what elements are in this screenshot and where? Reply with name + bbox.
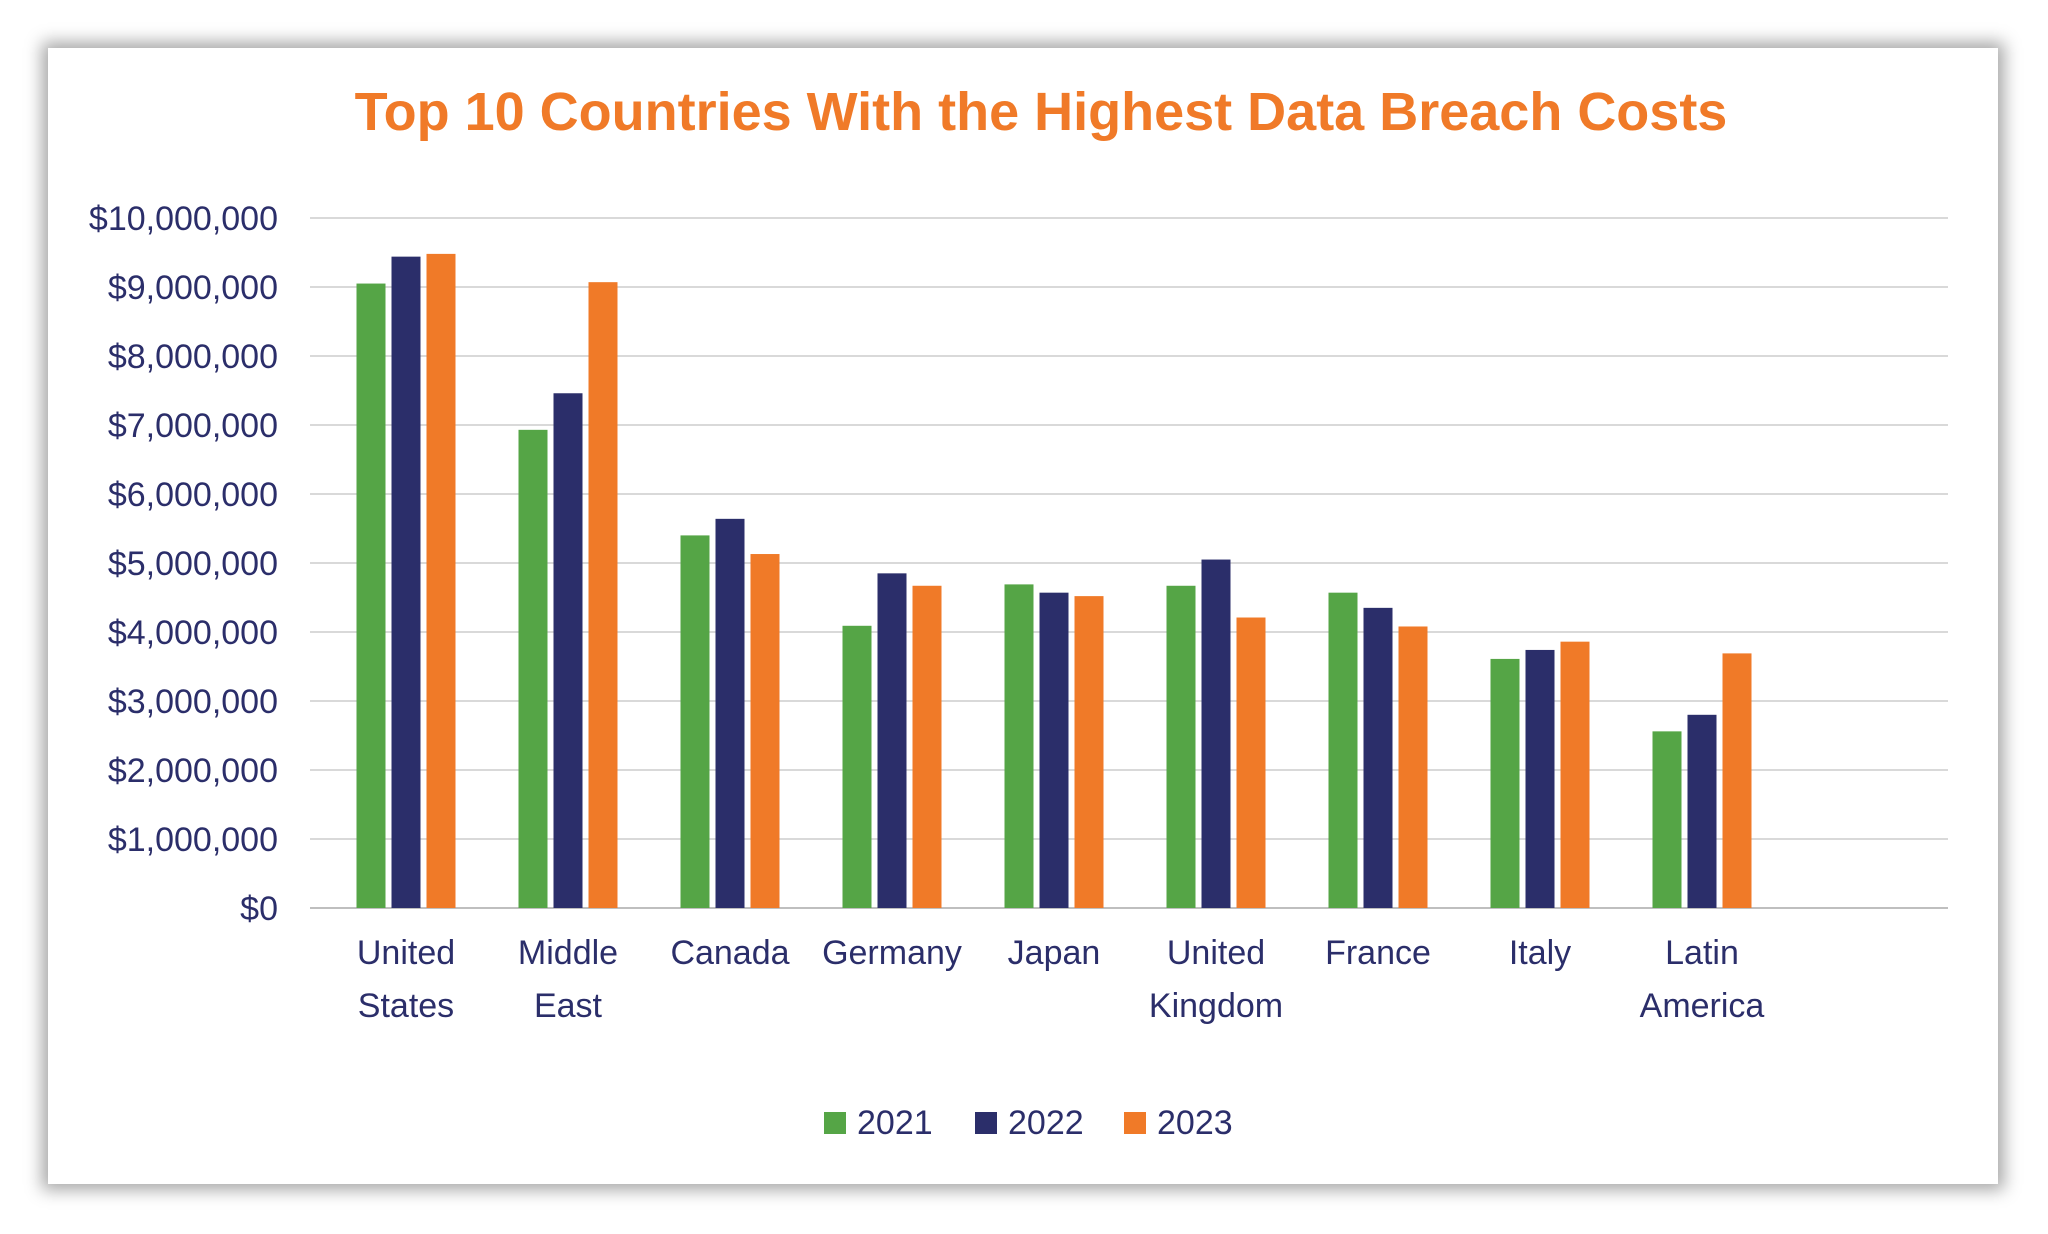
x-tick-label-line: Japan <box>1008 934 1101 972</box>
bar-2022 <box>1201 559 1231 908</box>
gridlines <box>310 217 1948 909</box>
x-tick-label: Italy <box>1509 934 1571 972</box>
bar-2023 <box>1236 617 1266 908</box>
bar-2022 <box>715 518 745 908</box>
bar-2021 <box>356 283 386 908</box>
x-tick-label: Canada <box>670 934 789 972</box>
legend-swatch <box>1124 1112 1146 1134</box>
y-tick-label: $7,000,000 <box>108 407 278 445</box>
x-tick-label-line: East <box>534 987 603 1025</box>
bar-2023 <box>426 253 456 908</box>
x-tick-label: Japan <box>1008 934 1101 972</box>
y-tick-label: $4,000,000 <box>108 614 278 652</box>
y-tick-label: $8,000,000 <box>108 338 278 376</box>
bar-2022 <box>877 573 907 908</box>
y-tick-label: $1,000,000 <box>108 821 278 859</box>
bar-2023 <box>1560 641 1590 908</box>
bar-2021 <box>1328 592 1358 908</box>
legend: 2021 2022 2023 <box>824 1104 1233 1142</box>
x-tick-label: Middle East <box>518 934 618 1025</box>
bar-2021 <box>680 535 710 908</box>
x-tick-label-line: America <box>1640 987 1765 1025</box>
bar-2021 <box>1004 584 1034 908</box>
bar-2023 <box>588 282 618 908</box>
x-tick-label-line: Canada <box>670 934 789 972</box>
chart-title: Top 10 Countries With the Highest Data B… <box>355 82 1728 142</box>
y-tick-label: $0 <box>240 890 278 928</box>
x-axis-ticks: United States Middle East Canada Germany Japan… <box>357 934 1765 1025</box>
bar-2021 <box>1652 731 1682 908</box>
legend-swatch <box>824 1112 846 1134</box>
bar-2022 <box>1039 592 1069 908</box>
x-tick-label-line: Italy <box>1509 934 1571 972</box>
bar-2023 <box>750 554 780 908</box>
y-tick-label: $5,000,000 <box>108 545 278 583</box>
bar-2022 <box>1687 714 1717 908</box>
x-tick-label-line: France <box>1325 934 1431 972</box>
y-tick-label: $3,000,000 <box>108 683 278 721</box>
x-tick-label: United Kingdom <box>1149 934 1283 1025</box>
x-tick-label: Latin America <box>1640 934 1765 1025</box>
x-tick-label-line: States <box>358 987 454 1025</box>
y-tick-label: $10,000,000 <box>89 200 278 238</box>
legend-label: 2022 <box>1008 1104 1084 1142</box>
x-tick-label-line: United <box>357 934 455 972</box>
y-tick-label: $6,000,000 <box>108 476 278 514</box>
bar-2021 <box>518 429 548 908</box>
bar-2022 <box>1525 649 1555 908</box>
chart-svg: Top 10 Countries With the Highest Data B… <box>89 82 1948 1142</box>
bar-2021 <box>1166 585 1196 908</box>
bar-2022 <box>553 393 583 908</box>
legend-label: 2023 <box>1157 1104 1233 1142</box>
bar-2022 <box>391 256 421 908</box>
x-tick-label-line: Latin <box>1665 934 1739 972</box>
legend-label: 2021 <box>857 1104 933 1142</box>
bar-2022 <box>1363 607 1393 908</box>
bar-2023 <box>1398 626 1428 908</box>
y-tick-label: $9,000,000 <box>108 269 278 307</box>
bar-2021 <box>842 625 872 908</box>
bar-2021 <box>1490 658 1520 908</box>
x-tick-label: Germany <box>822 934 962 972</box>
bars <box>356 253 1752 908</box>
bar-2023 <box>1074 596 1104 908</box>
legend-swatch <box>975 1112 997 1134</box>
x-tick-label-line: Kingdom <box>1149 987 1283 1025</box>
x-tick-label-line: United <box>1167 934 1265 972</box>
bar-2023 <box>912 585 942 908</box>
bar-2023 <box>1722 653 1752 908</box>
y-axis-ticks: $0 $1,000,000 $2,000,000 $3,000,000 $4,000,0… <box>89 200 278 928</box>
x-tick-label-line: Middle <box>518 934 618 972</box>
y-tick-label: $2,000,000 <box>108 752 278 790</box>
x-tick-label-line: Germany <box>822 934 962 972</box>
x-tick-label: France <box>1325 934 1431 972</box>
chart-card: Top 10 Countries With the Highest Data B… <box>48 48 1998 1184</box>
x-tick-label: United States <box>357 934 455 1025</box>
